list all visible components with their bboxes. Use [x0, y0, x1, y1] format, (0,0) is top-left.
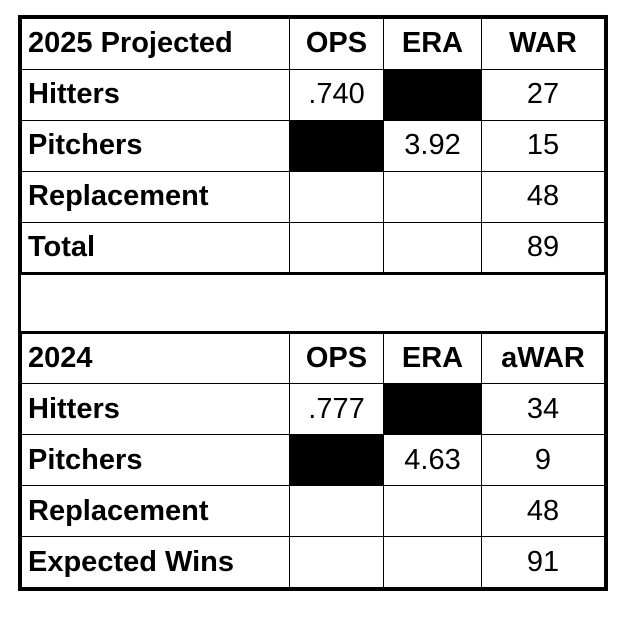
- header-war-2025: WAR: [481, 18, 605, 70]
- table-row: Pitchers 4.63 9: [21, 434, 605, 487]
- ops-cell: .740: [289, 68, 384, 121]
- era-cell: [383, 536, 482, 588]
- projection-table: 2025 Projected OPS ERA WAR Hitters .740 …: [21, 18, 605, 588]
- ops-cell: .777: [289, 383, 384, 436]
- war-cell: 89: [481, 221, 605, 275]
- war-cell: 15: [481, 119, 605, 172]
- era-cell: [383, 221, 482, 275]
- row-label: Hitters: [21, 383, 290, 436]
- table-row: Replacement 48: [21, 485, 605, 537]
- table-row: Hitters .777 34: [21, 383, 605, 436]
- projection-table-container: 2025 Projected OPS ERA WAR Hitters .740 …: [18, 15, 608, 591]
- header-row-2025: 2025 Projected OPS ERA WAR: [21, 18, 605, 70]
- row-label: Expected Wins: [21, 536, 290, 588]
- table-row: Total 89: [21, 221, 605, 275]
- header-awar-2024: aWAR: [481, 331, 605, 385]
- table-row: Replacement 48: [21, 170, 605, 223]
- row-label: Replacement: [21, 170, 290, 223]
- war-cell: 48: [481, 170, 605, 223]
- row-label: Pitchers: [21, 434, 290, 487]
- table-row: Pitchers 3.92 15: [21, 119, 605, 172]
- era-cell: 3.92: [383, 119, 482, 172]
- blacked-out-cell: [289, 434, 384, 487]
- blacked-out-cell: [383, 383, 482, 436]
- ops-cell: [289, 170, 384, 223]
- header-era-2024: ERA: [383, 331, 482, 385]
- ops-cell: [289, 485, 384, 537]
- blacked-out-cell: [289, 119, 384, 172]
- table-row: Hitters .740 27: [21, 68, 605, 121]
- era-cell: [383, 485, 482, 537]
- header-label-2025: 2025 Projected: [21, 18, 290, 70]
- header-ops-2025: OPS: [289, 18, 384, 70]
- era-cell: 4.63: [383, 434, 482, 487]
- row-label: Replacement: [21, 485, 290, 537]
- separator-cell: [21, 272, 605, 334]
- separator-row: [21, 272, 605, 334]
- table-row: Expected Wins 91: [21, 536, 605, 588]
- header-label-2024: 2024: [21, 331, 290, 385]
- row-label: Hitters: [21, 68, 290, 121]
- header-era-2025: ERA: [383, 18, 482, 70]
- war-cell: 91: [481, 536, 605, 588]
- war-cell: 34: [481, 383, 605, 436]
- ops-cell: [289, 536, 384, 588]
- era-cell: [383, 170, 482, 223]
- row-label: Pitchers: [21, 119, 290, 172]
- header-row-2024: 2024 OPS ERA aWAR: [21, 331, 605, 385]
- ops-cell: [289, 221, 384, 275]
- war-cell: 27: [481, 68, 605, 121]
- blacked-out-cell: [383, 68, 482, 121]
- header-ops-2024: OPS: [289, 331, 384, 385]
- row-label: Total: [21, 221, 290, 275]
- war-cell: 48: [481, 485, 605, 537]
- war-cell: 9: [481, 434, 605, 487]
